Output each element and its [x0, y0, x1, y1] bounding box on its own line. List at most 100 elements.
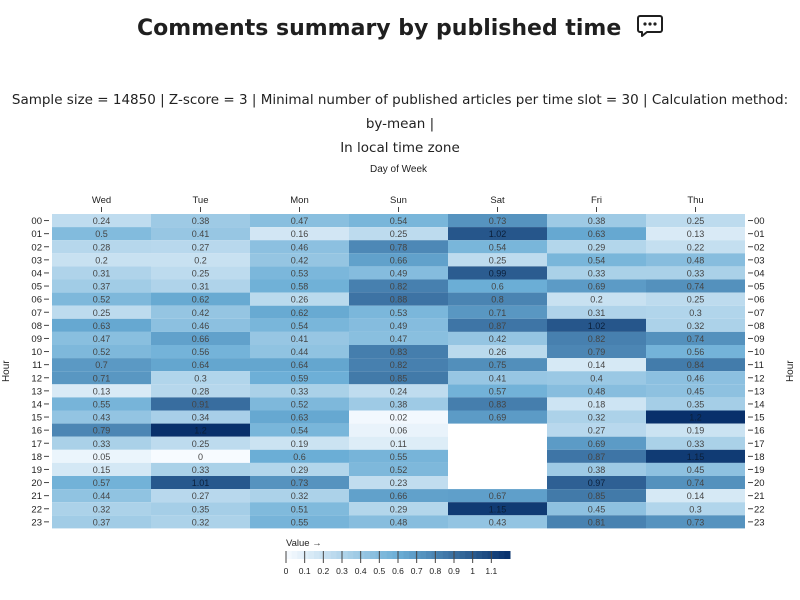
cell-value-label: 1.02	[489, 229, 507, 239]
cell-value-label: 0.18	[588, 399, 606, 409]
y-tick-label-left: 14	[31, 399, 42, 410]
cell-value-label: 0.54	[291, 426, 309, 436]
cell-value-label: 0.66	[390, 255, 408, 265]
y-tick-label-left: 04	[31, 268, 42, 279]
y-tick-label-right: 06	[754, 295, 765, 306]
heatmap-cell	[547, 449, 646, 463]
y-tick-label-right: 00	[754, 216, 765, 227]
y-tick-label-right: 20	[754, 478, 765, 489]
y-tick-label-left: 06	[31, 295, 42, 306]
cell-value-label: 0.46	[192, 321, 210, 331]
heatmap-cell	[250, 214, 349, 228]
heatmap-cell	[52, 253, 151, 267]
legend-color-step	[409, 551, 416, 559]
cell-value-label: 0.45	[687, 386, 705, 396]
heatmap-cell	[448, 318, 547, 332]
heatmap-cell	[646, 371, 745, 385]
heatmap-cell	[448, 371, 547, 385]
cell-value-label: 1.2	[194, 426, 207, 436]
cell-value-label: 0.28	[93, 242, 111, 252]
heatmap-cell	[646, 462, 745, 476]
legend-color-step	[426, 551, 433, 559]
cell-value-label: 0.54	[489, 242, 507, 252]
y-tick-label-right: 14	[754, 399, 765, 410]
heatmap-cell	[547, 292, 646, 306]
heatmap-cell	[448, 358, 547, 372]
legend-tick-label: 0.4	[355, 566, 367, 576]
heatmap-cell	[547, 345, 646, 359]
cell-value-label: 0.02	[390, 413, 408, 423]
cell-value-label: 0.3	[689, 504, 702, 514]
cell-value-label: 0.25	[93, 308, 111, 318]
x-tick-label: Fri	[591, 195, 602, 206]
heatmap-cell	[52, 449, 151, 463]
cell-value-label: 0.29	[588, 242, 606, 252]
legend-color-step	[459, 551, 466, 559]
heatmap-cell	[250, 318, 349, 332]
legend-tick-label: 0.7	[411, 566, 423, 576]
cell-value-label: 0.19	[291, 439, 309, 449]
cell-value-label: 0.52	[291, 399, 309, 409]
heatmap-cell	[151, 489, 250, 503]
y-tick-label-left: 02	[31, 242, 42, 253]
heatmap-cell	[52, 476, 151, 490]
heatmap-cell	[547, 240, 646, 254]
heatmap-cell	[448, 266, 547, 280]
heatmap-cell	[52, 305, 151, 319]
heatmap-cell	[52, 292, 151, 306]
y-tick-label-left: 08	[31, 321, 42, 332]
heatmap-cell	[448, 253, 547, 267]
legend-color-step	[375, 551, 382, 559]
legend-color-step	[420, 551, 427, 559]
y-tick-label-left: 01	[31, 229, 42, 240]
heatmap-cell	[349, 214, 448, 228]
heatmap-cell	[547, 371, 646, 385]
cell-value-label: 0.25	[687, 295, 705, 305]
heatmap-cell	[52, 462, 151, 476]
heatmap-cell	[250, 384, 349, 398]
legend-color-step	[431, 551, 438, 559]
heatmap-cell	[646, 240, 745, 254]
y-tick-label-right: 18	[754, 452, 765, 463]
legend-color-step	[370, 551, 377, 559]
cell-value-label: 0	[198, 452, 203, 462]
heatmap-cell	[448, 489, 547, 503]
heatmap-cell	[547, 331, 646, 345]
heatmap-cell	[547, 397, 646, 411]
cell-value-label: 0.62	[192, 295, 210, 305]
heatmap-cell	[547, 502, 646, 516]
heatmap-cell	[349, 410, 448, 424]
cell-value-label: 0.16	[291, 229, 309, 239]
heatmap-cell	[250, 436, 349, 450]
cell-value-label: 0.81	[588, 517, 606, 527]
legend-tick-label: 0.3	[336, 566, 348, 576]
cell-value-label: 0.53	[291, 268, 309, 278]
cell-value-label: 0.63	[291, 413, 309, 423]
heatmap-cell	[349, 423, 448, 437]
heatmap-cell	[250, 515, 349, 529]
cell-value-label: 0.38	[390, 399, 408, 409]
heatmap-cell	[151, 462, 250, 476]
heatmap-cell	[547, 515, 646, 529]
x-tick-label: Tue	[192, 195, 208, 206]
heatmap-cell	[250, 227, 349, 241]
heatmap-cell	[349, 515, 448, 529]
cell-value-label: 0.19	[687, 426, 705, 436]
cell-value-label: 0.28	[192, 386, 210, 396]
cell-value-label: 0.79	[588, 347, 606, 357]
cell-value-label: 0.3	[194, 373, 207, 383]
heatmap-cell	[646, 397, 745, 411]
heatmap-cell	[151, 292, 250, 306]
cell-value-label: 0.33	[192, 465, 210, 475]
heatmap-cell	[52, 345, 151, 359]
heatmap-cell	[349, 345, 448, 359]
y-tick-label-right: 09	[754, 334, 765, 345]
y-tick-label-right: 12	[754, 373, 765, 384]
cell-value-label: 0.44	[291, 347, 309, 357]
cell-value-label: 0.47	[93, 334, 111, 344]
y-tick-label-left: 22	[31, 504, 42, 515]
heatmap-cell	[151, 240, 250, 254]
heatmap-cell	[349, 305, 448, 319]
cell-value-label: 0.5	[95, 229, 108, 239]
legend-color-step	[414, 551, 421, 559]
